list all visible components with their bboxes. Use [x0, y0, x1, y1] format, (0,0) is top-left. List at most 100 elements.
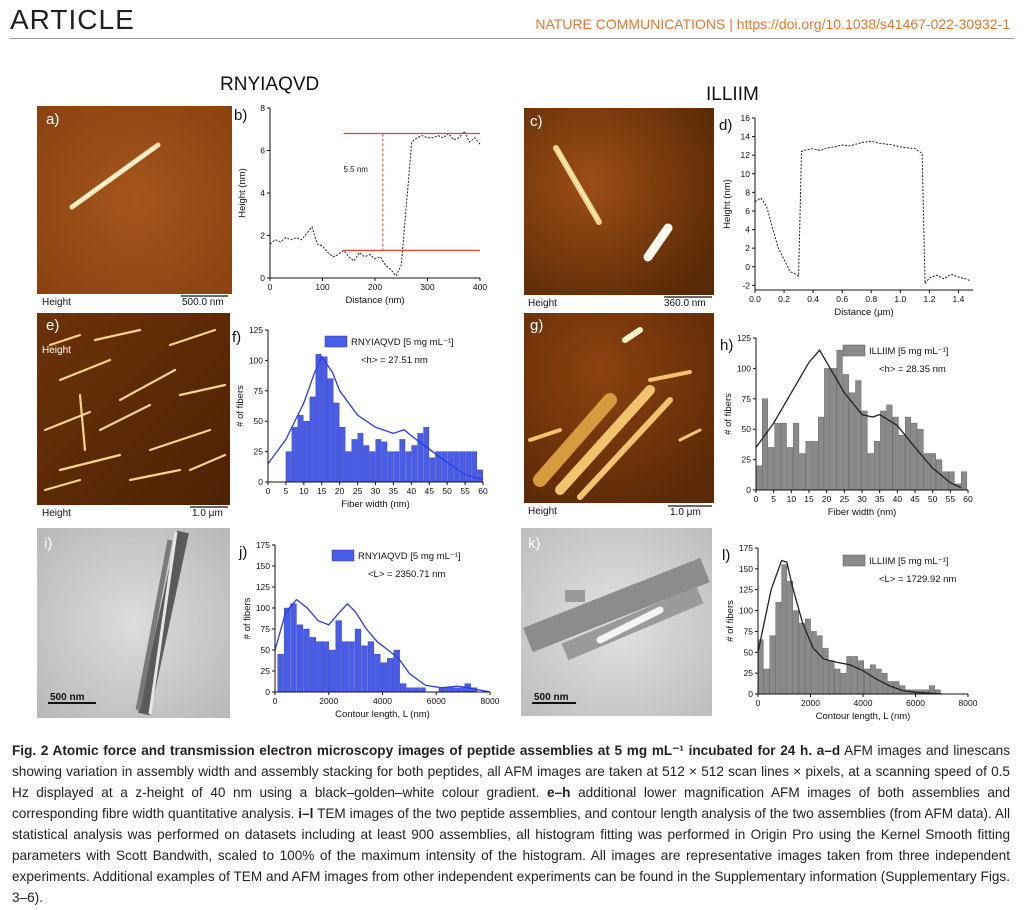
bar-l-11 [822, 647, 829, 695]
smooth-fit-f [267, 355, 484, 481]
afm-image-a: a) [37, 106, 232, 294]
section-title: ARTICLE [10, 4, 135, 35]
x-tick-label-f-0: 0 [266, 486, 271, 496]
bar-h-3 [774, 422, 781, 491]
scale-label-k: 500 nm [534, 692, 569, 703]
bar-j-16 [380, 662, 387, 693]
scale-label-e: 1.0 μm [192, 508, 223, 519]
x-tick-label-h-3: 15 [804, 494, 814, 504]
bar-j-9 [335, 620, 342, 693]
y-tick-label-h-5: 125 [737, 333, 751, 343]
bar-f-16 [381, 441, 388, 483]
panel-letter-k: k) [528, 535, 541, 552]
bar-f-15 [375, 439, 382, 483]
x-tick-label-f-8: 40 [407, 486, 417, 496]
bar-h-24 [905, 416, 912, 491]
bar-l-17 [858, 660, 864, 695]
y-tick-label-d-7: 12 [741, 150, 751, 160]
x-tick-label-f-7: 35 [389, 486, 399, 496]
image-channel-e-top: Height [42, 345, 71, 356]
y-tick-label-d-6: 10 [741, 169, 751, 179]
bar-j-10 [341, 641, 349, 693]
stat-label-j: <L> = 2350.71 nm [368, 569, 445, 580]
y-tick-label-f-4: 100 [249, 355, 263, 365]
x-tick-label-h-6: 30 [857, 494, 867, 504]
image-channel-g: Height [528, 506, 557, 517]
x-tick-label-l-1: 2000 [801, 698, 820, 708]
x-axis-label-h: Fiber width (nm) [828, 507, 897, 518]
bar-j-6 [316, 641, 323, 693]
panel-letter-d: d) [719, 117, 732, 134]
bar-h-4 [780, 422, 787, 491]
x-tick-label-d-1: 0.2 [778, 294, 790, 304]
bar-h-26 [917, 429, 924, 491]
bar-l-4 [781, 564, 788, 695]
y-axis-label-d: Height (nm) [722, 179, 733, 229]
x-tick-label-h-0: 0 [754, 494, 759, 504]
bar-h-13 [836, 349, 843, 491]
bar-j-17 [387, 658, 394, 693]
bar-l-1 [763, 668, 770, 695]
legend-label-j: RNYIAQVD [5 mg mL⁻¹] [358, 551, 461, 562]
afm-image-c: c) [524, 108, 714, 295]
y-axis-label-h: # of fibers [723, 393, 734, 435]
y-tick-label-f-2: 50 [254, 416, 264, 426]
x-tick-label-f-12: 60 [478, 486, 488, 496]
bar-f-30 [465, 451, 472, 483]
journal-doi-link[interactable]: NATURE COMMUNICATIONS | https://doi.org/… [535, 16, 1010, 32]
bar-j-0 [277, 654, 284, 693]
bar-f-4 [309, 396, 316, 483]
bar-h-8 [805, 441, 812, 491]
bar-f-9 [339, 427, 346, 483]
bar-j-3 [296, 624, 304, 693]
bar-l-5 [787, 581, 794, 695]
bar-l-3 [775, 602, 782, 695]
bar-j-7 [322, 641, 329, 693]
panel-letter-f: f) [232, 329, 241, 346]
x-axis-label-d: Distance (μm) [834, 307, 893, 318]
linescan-d [754, 140, 971, 285]
x-tick-label-f-3: 15 [317, 486, 327, 496]
bar-f-8 [333, 402, 340, 483]
x-tick-label-j-2: 4000 [373, 696, 392, 706]
y-tick-label-j-7: 175 [256, 540, 270, 550]
bar-h-6 [793, 422, 800, 491]
legend-swatch-l [842, 554, 866, 567]
bar-h-22 [892, 416, 899, 491]
y-tick-label-l-6: 150 [739, 564, 753, 574]
panel-letter-i: i) [44, 535, 52, 552]
panel-letter-l: l) [722, 547, 730, 564]
bar-j-5 [309, 637, 316, 693]
x-tick-label-l-2: 4000 [854, 698, 873, 708]
image-channel-e: Height [42, 508, 71, 519]
x-tick-label-b-2: 200 [368, 282, 382, 292]
x-tick-label-j-3: 6000 [427, 696, 446, 706]
histogram-chart-f: 0 5 10 15 20 25 30 35 40 45 50 55 60 0 25 50 75 100 125 Fib… [232, 325, 488, 510]
bar-h-15 [849, 392, 856, 491]
x-tick-label-j-4: 8000 [481, 696, 500, 706]
bar-f-12 [357, 433, 364, 483]
peptide-title-right: ILLIIM [706, 84, 759, 105]
bar-h-17 [861, 410, 868, 491]
y-tick-label-j-6: 150 [256, 561, 270, 571]
bar-j-21 [412, 687, 420, 693]
x-tick-label-f-11: 55 [460, 486, 470, 496]
scale-label-a: 500.0 nm [182, 297, 224, 308]
x-tick-label-d-4: 0.8 [865, 294, 877, 304]
histogram-chart-j: 0 2000 4000 6000 8000 0 25 50 75 100 125 150 175 Cont… [238, 540, 500, 720]
y-tick-label-l-0: 0 [748, 689, 753, 699]
caption-eh-text: additional lower magnification AFM image… [12, 785, 1011, 821]
x-axis-label-b: Distance (nm) [345, 295, 404, 306]
bar-j-28 [458, 687, 465, 693]
bar-l-9 [810, 631, 817, 695]
x-tick-label-h-5: 25 [840, 494, 850, 504]
bar-h-28 [929, 453, 936, 491]
x-tick-label-j-0: 0 [273, 696, 278, 706]
x-axis-label-f: Fiber width (nm) [341, 499, 410, 510]
bar-h-20 [880, 410, 887, 491]
bar-f-27 [447, 451, 454, 483]
bar-h-33 [961, 471, 968, 491]
bar-h-5 [786, 447, 793, 491]
y-tick-label-f-5: 125 [249, 325, 263, 335]
y-tick-label-j-4: 100 [256, 603, 270, 613]
